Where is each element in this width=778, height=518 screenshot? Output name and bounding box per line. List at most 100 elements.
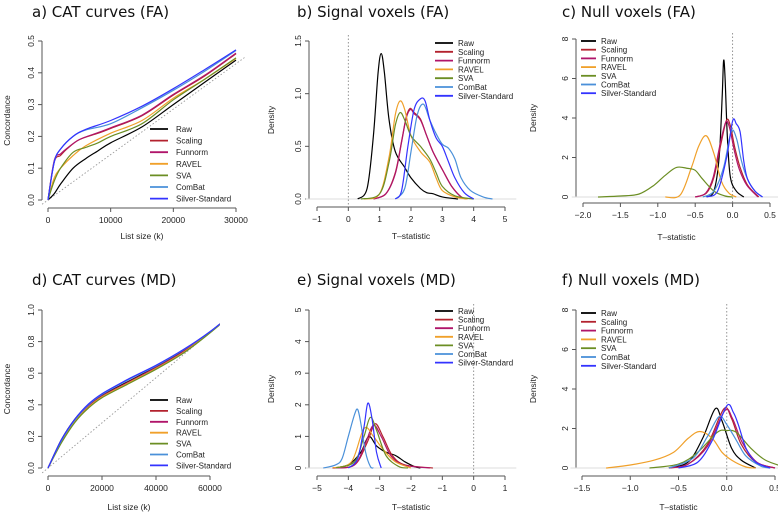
x-tick-label: 4 (471, 214, 476, 224)
x-tick-label: 0.0 (727, 210, 739, 220)
series-line-ravel (665, 135, 737, 199)
x-tick-label: 40000 (144, 483, 168, 493)
x-tick-label: −1.5 (574, 483, 591, 493)
series-line-sva (335, 416, 409, 469)
y-tick-label: 2 (293, 402, 303, 407)
legend-label: Funnorm (458, 57, 490, 66)
y-tick-label: 6 (560, 76, 570, 81)
y-tick-label: 0.4 (26, 399, 36, 411)
chart-title: d) CAT curves (MD) (32, 271, 176, 289)
chart-title: b) Signal voxels (FA) (297, 3, 449, 21)
legend-label: Raw (176, 125, 192, 134)
y-tick-label: 0.2 (26, 430, 36, 442)
x-tick-label: 0.0 (721, 483, 733, 493)
legend: RawScalingFunnormRAVELSVAComBatSilver-St… (435, 39, 513, 101)
x-axis-label: List size (k) (121, 231, 164, 241)
y-tick-label: 0.1 (26, 162, 36, 174)
legend-label: RAVEL (176, 160, 202, 169)
y-tick-label: 0 (560, 465, 570, 470)
series-line-silver-standard (47, 49, 237, 201)
legend-label: SVA (458, 341, 474, 350)
legend-label: Silver-Standard (176, 461, 231, 470)
legend: RawScalingFunnormRAVELSVAComBatSilver-St… (150, 125, 231, 204)
series-line-ravel (47, 57, 237, 201)
x-tick-label: 0 (46, 483, 51, 493)
legend-label: Funnorm (601, 327, 633, 336)
legend-label: ComBat (458, 83, 488, 92)
y-tick-label: 0 (560, 194, 570, 199)
y-axis-label: Density (266, 105, 276, 134)
y-tick-label: 1.0 (26, 304, 36, 316)
y-tick-label: 4 (560, 386, 570, 391)
legend: RawScalingFunnormRAVELSVAComBatSilver-St… (150, 396, 231, 470)
y-tick-label: 0.6 (26, 367, 36, 379)
y-axis-label: Concordance (2, 95, 12, 146)
x-tick-label: 1 (503, 483, 508, 493)
legend-label: Funnorm (176, 148, 208, 157)
series-line-funnorm (668, 408, 776, 469)
x-tick-label: −2 (406, 483, 416, 493)
legend-label: Raw (176, 396, 192, 405)
legend-label: Silver-Standard (176, 195, 231, 204)
legend-label: RAVEL (458, 65, 484, 74)
series-line-sva (597, 166, 733, 198)
legend-label: Silver-Standard (458, 92, 513, 101)
y-axis-label: Density (528, 103, 538, 132)
legend-label: ComBat (458, 350, 488, 359)
x-tick-label: 5 (503, 214, 508, 224)
x-axis-label: T–statistic (392, 231, 431, 241)
chart-title: a) CAT curves (FA) (32, 3, 169, 21)
series-line-silver-standard (706, 118, 763, 198)
series-line-raw (332, 435, 421, 469)
x-tick-label: 2 (409, 214, 414, 224)
series-line-scaling (373, 107, 468, 200)
legend-label: RAVEL (458, 333, 484, 342)
series-line-raw (357, 52, 459, 200)
x-tick-label: −3 (375, 483, 385, 493)
diagonal-reference-line (41, 56, 246, 205)
y-axis-label: Density (266, 374, 276, 403)
y-tick-label: 0.0 (293, 193, 303, 205)
x-tick-label: −1.5 (612, 210, 629, 220)
panel-b: b) Signal voxels (FA) −1 0 1 2 3 4 5 0.0 0.5 1.0 1.… (266, 3, 517, 241)
y-tick-label: 4 (293, 339, 303, 344)
y-tick-label: 1.5 (293, 35, 303, 47)
y-tick-label: 8 (560, 36, 570, 41)
x-tick-label: −1.0 (622, 483, 639, 493)
y-tick-label: 5 (293, 307, 303, 312)
series-line-raw (47, 59, 237, 201)
panel-a: a) CAT curves (FA) 0 10000 20000 30000 0.0 0.1… (2, 3, 248, 241)
legend-label: Raw (458, 307, 474, 316)
panel-d: d) CAT curves (MD) 0 20000 40000 60000 0.0 0.2… (2, 271, 231, 512)
chart-title: f) Null voxels (MD) (562, 271, 700, 289)
series-line-sva (47, 324, 220, 469)
x-tick-label: 0.5 (769, 483, 778, 493)
legend-label: Silver-Standard (601, 89, 656, 98)
y-tick-label: 6 (560, 347, 570, 352)
legend-label: Funnorm (176, 418, 208, 427)
x-axis-label: T–statistic (657, 232, 696, 242)
series-line-silver-standard (347, 402, 382, 469)
x-tick-label: −4 (343, 483, 353, 493)
chart-title: e) Signal voxels (MD) (297, 271, 456, 289)
x-tick-label: −1 (312, 214, 322, 224)
x-tick-label: 20000 (162, 215, 186, 225)
y-tick-label: 0.0 (26, 194, 36, 206)
series-line-combat (668, 415, 771, 469)
x-axis-label: T–statistic (659, 502, 698, 512)
legend-label: Raw (601, 37, 617, 46)
legend-label: Silver-Standard (458, 359, 513, 368)
legend: RawScalingFunnormRAVELSVAComBatSilver-St… (581, 309, 656, 371)
legend-label: ComBat (601, 353, 631, 362)
x-tick-label: 0 (471, 483, 476, 493)
x-tick-label: 60000 (198, 483, 222, 493)
legend: RawScalingFunnormRAVELSVAComBatSilver-St… (581, 37, 656, 98)
panel-f: f) Null voxels (MD) −1.5 −1.0 −0.5 0.0 0.5 0 2 4… (528, 271, 778, 512)
x-axis-label: List size (k) (108, 502, 151, 512)
y-tick-label: 0.3 (26, 98, 36, 110)
y-tick-label: 8 (560, 307, 570, 312)
series-line-ravel (606, 430, 756, 469)
y-tick-label: 0.5 (293, 140, 303, 152)
series-line-combat (323, 408, 374, 469)
series-line-funnorm (47, 52, 237, 201)
